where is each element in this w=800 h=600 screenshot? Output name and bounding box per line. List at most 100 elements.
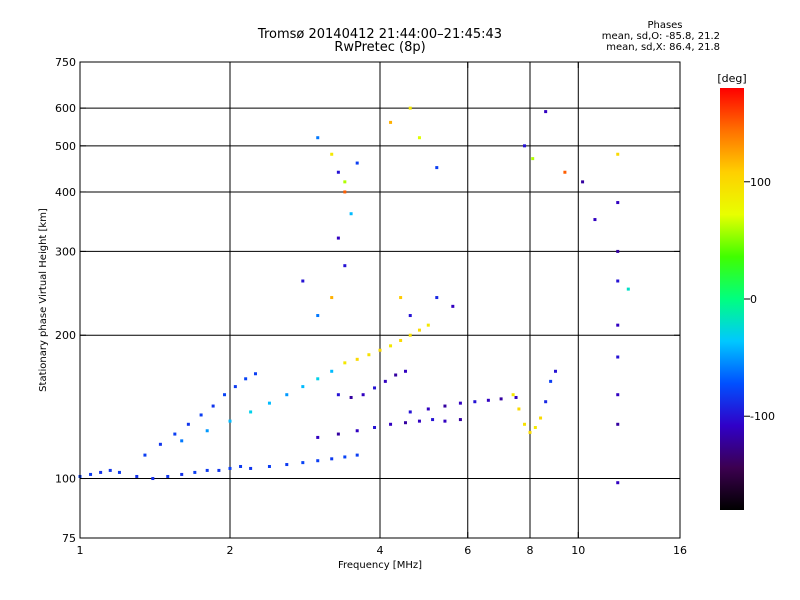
y-axis-label: Stationary phase Virtual Height [km] xyxy=(38,208,49,392)
data-point xyxy=(173,432,177,436)
data-point xyxy=(539,416,543,420)
data-point xyxy=(616,422,620,426)
data-point xyxy=(330,296,334,300)
data-point xyxy=(108,468,112,472)
data-point xyxy=(99,470,103,474)
y-tick-label: 200 xyxy=(55,329,76,342)
data-point xyxy=(285,463,289,467)
data-point xyxy=(330,457,334,461)
phase-info: Phases mean, sd,O: -85.8, 21.2 mean, sd,… xyxy=(580,20,720,53)
data-point xyxy=(267,464,271,468)
data-point xyxy=(343,264,347,268)
data-point xyxy=(517,407,521,411)
x-tick-label: 10 xyxy=(571,544,585,557)
data-point xyxy=(186,422,190,426)
axis-ticks: 1 2 4 6 8 10 16 75 100 200 300 400 500 600 750 xyxy=(55,56,687,557)
colorbar-unit-label: [deg] xyxy=(717,72,746,85)
y-tick-label: 400 xyxy=(55,186,76,199)
data-point xyxy=(426,407,430,411)
data-point xyxy=(581,180,585,184)
data-point xyxy=(616,152,620,156)
y-tick-label: 100 xyxy=(55,473,76,486)
data-point xyxy=(417,419,421,423)
data-point xyxy=(544,400,548,404)
x-tick-label: 6 xyxy=(464,544,471,557)
data-point xyxy=(616,323,620,327)
data-point xyxy=(417,136,421,140)
y-tick-label: 500 xyxy=(55,140,76,153)
data-point xyxy=(89,472,93,476)
colorbar xyxy=(720,88,744,510)
x-tick-label: 4 xyxy=(377,544,384,557)
data-point xyxy=(511,393,515,397)
data-point xyxy=(336,432,340,436)
data-point xyxy=(330,152,334,156)
data-point xyxy=(389,422,393,426)
data-point xyxy=(435,296,439,300)
colorbar-tick-label: 0 xyxy=(750,293,757,306)
data-point xyxy=(343,190,347,194)
data-point xyxy=(355,453,359,457)
x-tick-label: 8 xyxy=(527,544,534,557)
data-point xyxy=(616,393,620,397)
data-point xyxy=(285,393,289,397)
data-point xyxy=(228,419,232,423)
data-point xyxy=(180,472,184,476)
data-point xyxy=(205,429,209,433)
data-point xyxy=(394,373,398,377)
data-point xyxy=(616,279,620,283)
data-point xyxy=(151,477,155,481)
data-point xyxy=(528,430,532,434)
data-point xyxy=(378,348,382,352)
data-point xyxy=(403,369,407,373)
data-point xyxy=(486,398,490,402)
data-point xyxy=(523,422,527,426)
data-point xyxy=(336,170,340,174)
data-point xyxy=(373,425,377,429)
data-point xyxy=(473,400,477,404)
data-point xyxy=(616,355,620,359)
data-point xyxy=(249,466,253,470)
x-axis-label: Frequency [MHz] xyxy=(338,560,422,571)
phase-info-label: Phases xyxy=(647,20,683,31)
data-point xyxy=(199,413,203,417)
y-tick-label: 600 xyxy=(55,102,76,115)
phase-info-o: mean, sd,O: -85.8, 21.2 xyxy=(601,31,720,42)
data-point xyxy=(626,287,630,291)
data-point xyxy=(431,418,435,422)
data-point xyxy=(316,435,320,439)
chart-title-line2: RwPretec (8p) xyxy=(334,40,426,55)
data-point xyxy=(316,377,320,381)
data-point xyxy=(523,144,527,148)
y-tick-label: 75 xyxy=(62,532,76,545)
data-point xyxy=(343,180,347,184)
data-point xyxy=(158,442,162,446)
data-point xyxy=(399,296,403,300)
chart-title-line1: Tromsø 20140412 21:44:00–21:45:43 xyxy=(257,27,503,42)
data-point xyxy=(336,393,340,397)
data-point xyxy=(217,468,221,472)
data-point xyxy=(316,314,320,318)
data-point xyxy=(205,468,209,472)
data-point xyxy=(553,369,557,373)
data-point xyxy=(443,419,447,423)
data-point xyxy=(301,385,305,389)
data-point xyxy=(616,249,620,253)
data-point xyxy=(514,395,518,399)
x-tick-label: 16 xyxy=(673,544,687,557)
data-point xyxy=(399,338,403,342)
data-point xyxy=(233,385,237,389)
data-point xyxy=(180,439,184,443)
data-point xyxy=(211,404,215,408)
data-point xyxy=(253,372,257,376)
data-point xyxy=(316,136,320,140)
data-point xyxy=(193,470,197,474)
data-point xyxy=(239,464,243,468)
data-point xyxy=(389,344,393,348)
y-tick-label: 750 xyxy=(55,56,76,69)
phase-info-x: mean, sd,X: 86.4, 21.8 xyxy=(606,42,720,53)
data-point xyxy=(355,357,359,361)
data-point xyxy=(408,314,412,318)
data-point xyxy=(249,410,253,414)
